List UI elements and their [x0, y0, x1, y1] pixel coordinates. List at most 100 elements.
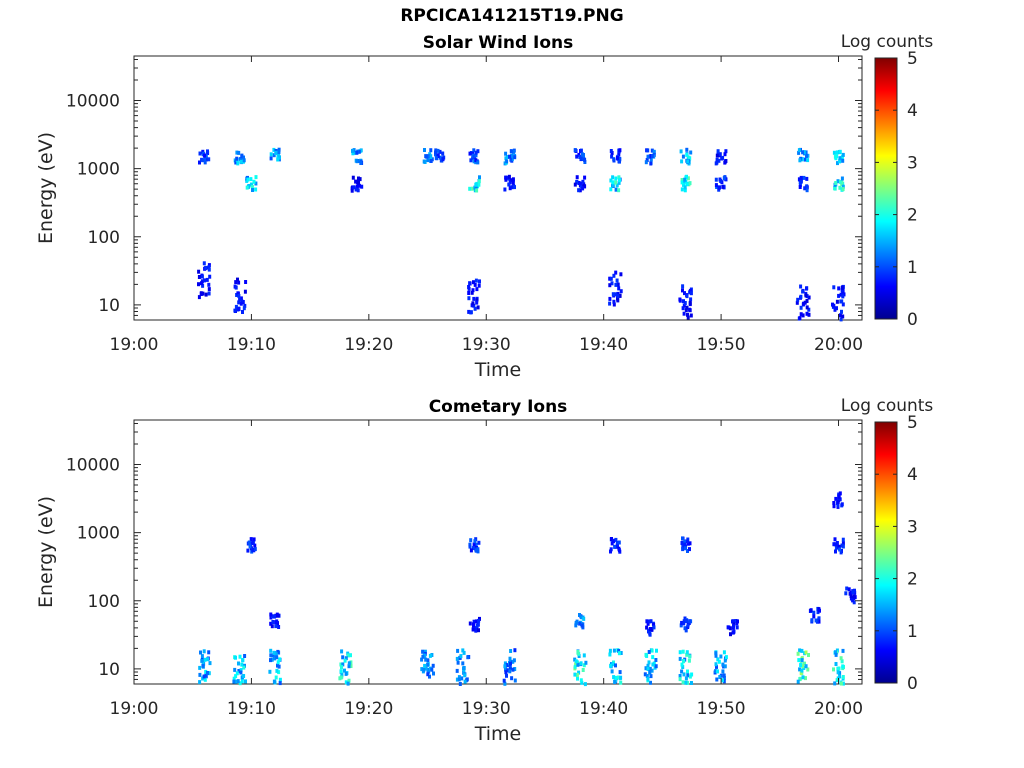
data-cell	[357, 149, 361, 154]
data-cell	[428, 653, 432, 658]
data-cell	[721, 669, 725, 674]
data-cell	[835, 299, 839, 304]
data-cell	[469, 538, 473, 543]
data-cell	[835, 154, 839, 159]
data-cell	[683, 539, 687, 544]
data-cell	[462, 669, 466, 674]
data-cell	[646, 676, 650, 681]
data-cell	[269, 612, 273, 617]
data-cell	[235, 671, 239, 676]
data-cell	[717, 185, 721, 190]
colorbar-tick-label: 5	[907, 49, 918, 69]
data-cell	[609, 549, 612, 554]
x-axis-label: Time	[474, 359, 522, 381]
data-cell	[723, 664, 727, 669]
data-cell	[714, 651, 718, 656]
data-cell	[849, 594, 853, 598]
data-cell	[504, 156, 508, 161]
x-tick-label: 19:00	[110, 335, 159, 355]
data-cell	[474, 619, 478, 624]
data-cell	[204, 154, 208, 159]
data-cell	[836, 179, 840, 184]
data-cell	[469, 158, 473, 163]
data-cell	[583, 175, 587, 180]
data-cell	[735, 625, 739, 630]
data-cell	[714, 177, 718, 182]
data-cell	[274, 675, 278, 680]
data-cell	[204, 673, 208, 678]
x-tick-label: 20:00	[814, 699, 863, 719]
data-cell	[682, 619, 686, 624]
data-cell	[241, 310, 244, 314]
data-cell	[690, 681, 693, 685]
data-cell	[577, 188, 581, 193]
data-cell	[618, 178, 621, 183]
data-cell	[798, 677, 802, 682]
data-cell	[804, 650, 808, 655]
data-cell	[841, 294, 845, 299]
data-cell	[646, 621, 650, 626]
data-cell	[426, 672, 430, 677]
x-tick-label: 19:40	[579, 335, 628, 355]
data-cell	[646, 154, 650, 159]
data-cell	[461, 661, 465, 666]
data-cell	[513, 678, 517, 683]
data-cell	[237, 280, 241, 285]
data-cell	[680, 669, 684, 674]
data-cell	[610, 669, 614, 674]
data-cell	[689, 291, 693, 296]
data-cell	[508, 656, 512, 661]
data-cell	[833, 542, 837, 547]
data-cell	[832, 667, 835, 672]
data-cell	[578, 181, 582, 186]
data-cell	[688, 288, 692, 293]
data-cell	[714, 653, 718, 658]
data-cell	[834, 549, 837, 554]
data-cell	[344, 671, 348, 676]
data-cell	[650, 148, 654, 153]
data-cell	[248, 544, 252, 549]
data-cell	[429, 148, 433, 153]
data-cell	[207, 287, 211, 292]
data-cell	[611, 175, 615, 180]
data-cell	[505, 159, 509, 164]
data-cell	[796, 651, 800, 656]
plot-area	[133, 55, 863, 321]
spectrogram-data	[198, 491, 857, 687]
data-cell	[618, 148, 622, 153]
data-cell	[474, 626, 478, 631]
data-cell	[276, 152, 280, 157]
data-cell	[276, 649, 280, 654]
data-cell	[504, 175, 508, 180]
data-cell	[278, 681, 282, 686]
data-cell	[684, 619, 688, 623]
data-cell	[715, 157, 719, 162]
data-cell	[477, 283, 481, 288]
data-cell	[421, 649, 425, 654]
data-cell	[648, 632, 652, 637]
data-cell	[475, 300, 479, 305]
data-cell	[680, 180, 684, 185]
data-cell	[239, 296, 243, 301]
data-cell	[683, 301, 687, 305]
data-cell	[234, 674, 238, 679]
data-cell	[441, 157, 445, 162]
data-cell	[833, 681, 837, 686]
data-cell	[198, 672, 202, 677]
data-cell	[834, 545, 838, 550]
data-cell	[205, 277, 209, 282]
data-cell	[609, 187, 613, 192]
data-cell	[355, 150, 359, 155]
data-cell	[204, 669, 208, 674]
data-cell	[201, 291, 205, 296]
data-cell	[647, 650, 651, 654]
data-cell	[472, 619, 476, 624]
data-cell	[269, 156, 273, 161]
data-cell	[467, 285, 471, 289]
data-cell	[473, 539, 477, 544]
data-cell	[721, 184, 725, 189]
data-cell	[465, 677, 469, 682]
data-cell	[681, 154, 685, 159]
data-cell	[716, 151, 720, 156]
data-cell	[463, 673, 467, 678]
